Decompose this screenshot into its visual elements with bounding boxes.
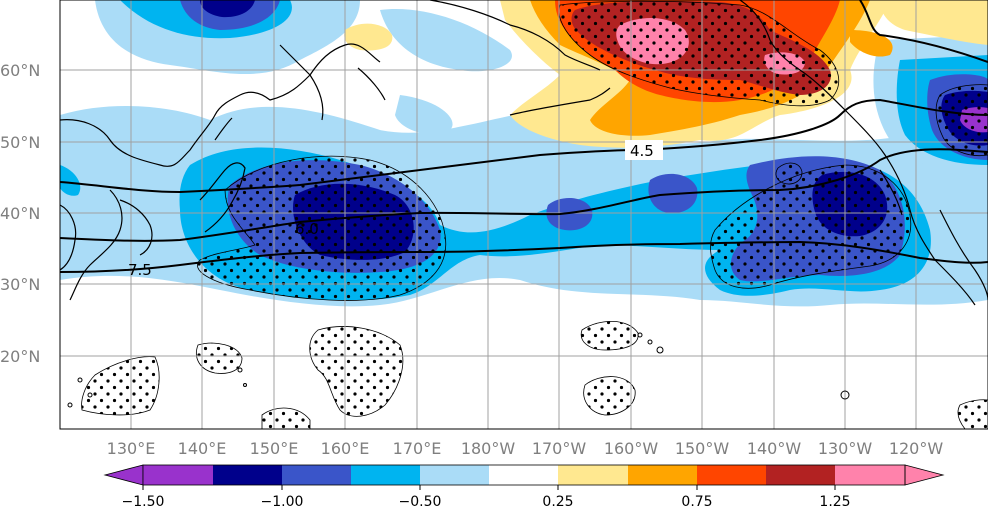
height-contours <box>60 0 988 273</box>
colorbar-bin-11 <box>835 465 905 485</box>
colorbar-tick-5: 0.75 <box>681 494 712 510</box>
lat-label-60n: 60°N <box>0 61 40 80</box>
lat-label-40n: 40°N <box>0 204 40 223</box>
colorbar: −1.50 −1.00 −0.50 0.25 0.75 1.25 <box>103 464 945 510</box>
svg-text:6.0: 6.0 <box>295 220 319 238</box>
colorbar-bin-6 <box>489 465 558 485</box>
lat-label-20n: 20°N <box>0 347 40 366</box>
lon-label-180w: 180°W <box>461 439 516 458</box>
lon-label-130e: 130°E <box>107 439 156 458</box>
map-panel <box>60 0 988 429</box>
graticule <box>60 0 988 429</box>
lat-label-30n: 30°N <box>0 275 40 294</box>
colorbar-bin-8 <box>628 465 697 485</box>
colorbar-bin-9 <box>697 465 766 485</box>
significance-stipple <box>81 0 988 429</box>
lon-label-150w: 150°W <box>675 439 730 458</box>
colorbar-bin-7 <box>558 465 628 485</box>
contour-label-7.5: 7.5 <box>128 261 152 279</box>
lon-label-150e: 150°E <box>250 439 299 458</box>
lon-label-140w: 140°W <box>747 439 802 458</box>
lon-label-130w: 130°W <box>818 439 873 458</box>
contour-label-6.0: 6.0 <box>295 220 319 238</box>
colorbar-bin-5 <box>420 465 489 485</box>
map-frame <box>59 0 988 430</box>
longitude-axis: 130°E 140°E 150°E 160°E 170°E 180°W 170°… <box>107 439 944 458</box>
colorbar-bin-1 <box>143 465 213 485</box>
lon-label-140e: 140°E <box>178 439 227 458</box>
contour-label-4.5: 4.5 <box>625 140 663 160</box>
colorbar-bin-4 <box>351 465 420 485</box>
lon-label-170e: 170°E <box>393 439 442 458</box>
coastlines <box>60 0 988 306</box>
colorbar-tick-3: −0.50 <box>399 494 442 510</box>
lat-label-50n: 50°N <box>0 133 40 152</box>
svg-text:4.5: 4.5 <box>630 142 654 160</box>
colorbar-extend-min <box>103 464 144 486</box>
lon-label-160w: 160°W <box>604 439 659 458</box>
colorbar-bin-2 <box>213 465 282 485</box>
islands <box>67 332 850 408</box>
latitude-axis: 60°N 50°N 40°N 30°N 20°N <box>0 61 40 366</box>
lon-label-160e: 160°E <box>321 439 370 458</box>
colorbar-bin-3 <box>282 465 351 485</box>
lon-label-170w: 170°W <box>532 439 587 458</box>
lon-label-120w: 120°W <box>889 439 944 458</box>
colorbar-tick-1: −1.50 <box>122 494 165 510</box>
colorbar-extend-max <box>904 464 945 486</box>
svg-text:7.5: 7.5 <box>128 261 152 279</box>
colorbar-tick-4: 0.25 <box>542 494 573 510</box>
colorbar-tick-2: −1.00 <box>261 494 304 510</box>
colorbar-tick-6: 1.25 <box>819 494 850 510</box>
colorbar-bin-10 <box>766 465 835 485</box>
